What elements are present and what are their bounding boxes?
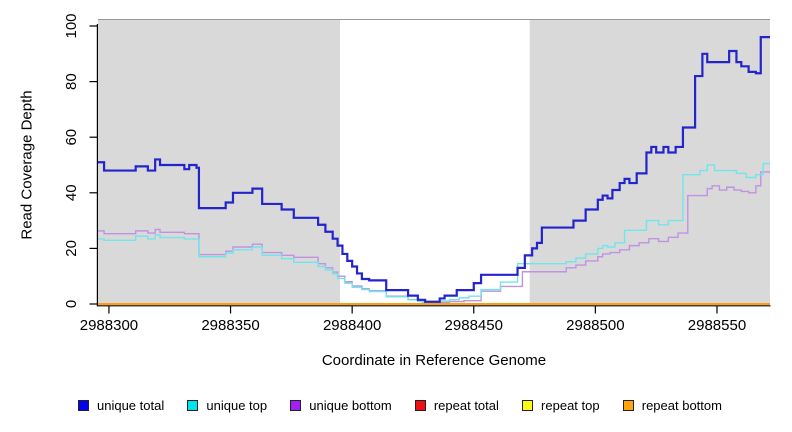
x-tick-label: 2988350	[201, 317, 259, 334]
y-tick-label: 20	[63, 240, 80, 257]
y-axis-title: Read Coverage Depth	[18, 90, 36, 240]
x-tick-label: 2988400	[323, 317, 381, 334]
repeat-bottom-swatch-icon	[622, 400, 634, 411]
x-tick-label: 2988500	[566, 317, 624, 334]
legend-item-unique-bottom: unique bottom	[290, 398, 392, 413]
legend-label-unique-top: unique top	[206, 398, 268, 413]
legend-item-repeat-bottom: repeat bottom	[622, 398, 722, 413]
legend-item-unique-total: unique total	[78, 398, 164, 413]
legend-item-repeat-total: repeat total	[414, 398, 499, 413]
repeat-top-swatch-icon	[522, 400, 534, 411]
y-tick-label: 60	[63, 129, 80, 146]
y-tick-label: 100	[63, 13, 80, 38]
unique-top-swatch-icon	[187, 400, 199, 411]
legend-item-repeat-top: repeat top	[522, 398, 600, 413]
legend-item-unique-top: unique top	[187, 398, 267, 413]
y-tick-label: 0	[63, 300, 80, 308]
series-path-unique-bottom	[98, 171, 770, 304]
y-tick-label: 40	[63, 184, 80, 201]
x-tick-label: 2988450	[445, 317, 503, 334]
legend-label-repeat-top: repeat top	[541, 398, 600, 413]
chart-legend: unique total unique top unique bottom repea…	[78, 398, 722, 413]
unique-bottom-swatch-icon	[290, 400, 302, 411]
x-tick-label: 2988300	[80, 317, 138, 334]
legend-label-unique-total: unique total	[97, 398, 165, 413]
plot-background-band	[529, 20, 770, 305]
legend-label-repeat-total: repeat total	[433, 398, 499, 413]
read-coverage-chart: 0 20 40 60 80 100 2988300 2988350 2988400 2988450…	[63, 13, 771, 334]
unique-total-swatch-icon	[78, 400, 89, 411]
x-axis-title: Coordinate in Reference Genome	[321, 352, 547, 369]
x-tick-label: 2988550	[688, 317, 746, 334]
y-tick-label: 80	[63, 73, 80, 90]
series-path-unique-total	[98, 36, 770, 303]
legend-label-unique-bottom: unique bottom	[309, 398, 392, 413]
legend-label-repeat-bottom: repeat bottom	[641, 398, 722, 413]
repeat-total-swatch-icon	[414, 400, 426, 411]
